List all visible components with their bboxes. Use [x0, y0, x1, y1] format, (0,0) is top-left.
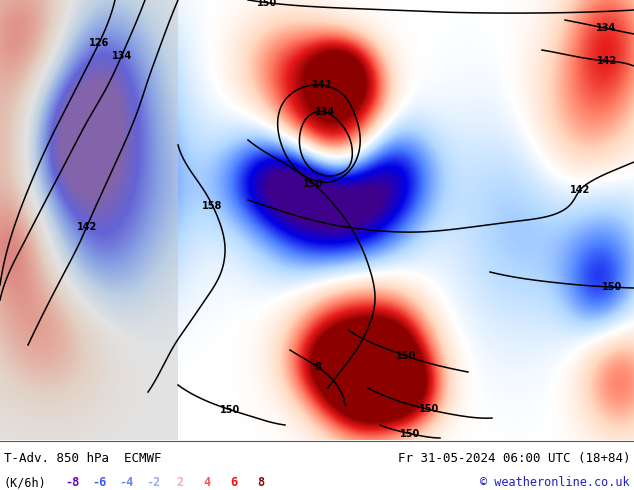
Text: 142: 142	[77, 222, 97, 232]
Text: 134: 134	[112, 50, 132, 61]
Text: 158: 158	[202, 200, 223, 211]
Text: 150: 150	[399, 429, 420, 439]
Text: 142: 142	[570, 185, 590, 195]
Text: 126: 126	[89, 38, 109, 49]
Text: 150: 150	[418, 404, 439, 415]
Text: 134: 134	[597, 24, 617, 33]
Text: © weatheronline.co.uk: © weatheronline.co.uk	[481, 476, 630, 489]
Text: 4: 4	[204, 476, 210, 489]
Text: 150: 150	[602, 282, 623, 292]
Text: -6: -6	[92, 476, 106, 489]
Text: Fr 31-05-2024 06:00 UTC (18+84): Fr 31-05-2024 06:00 UTC (18+84)	[398, 452, 630, 465]
Text: 150: 150	[303, 179, 323, 189]
Text: 8: 8	[257, 476, 264, 489]
Bar	[178, 0, 634, 440]
Text: 134: 134	[315, 107, 335, 117]
Text: 142: 142	[597, 56, 617, 66]
Text: -4: -4	[119, 476, 133, 489]
Bar	[0, 0, 178, 440]
Text: -2: -2	[146, 476, 160, 489]
Text: 150: 150	[396, 351, 417, 361]
Text: 2: 2	[176, 476, 184, 489]
Text: -8: -8	[65, 476, 79, 489]
Text: 8: 8	[314, 362, 321, 372]
Text: T-Adv. 850 hPa  ECMWF: T-Adv. 850 hPa ECMWF	[4, 452, 162, 465]
Text: 142: 142	[312, 80, 332, 90]
Text: 6: 6	[230, 476, 238, 489]
Text: (K/6h): (K/6h)	[4, 476, 47, 489]
Text: 150: 150	[220, 405, 240, 415]
Text: 150: 150	[257, 0, 277, 8]
